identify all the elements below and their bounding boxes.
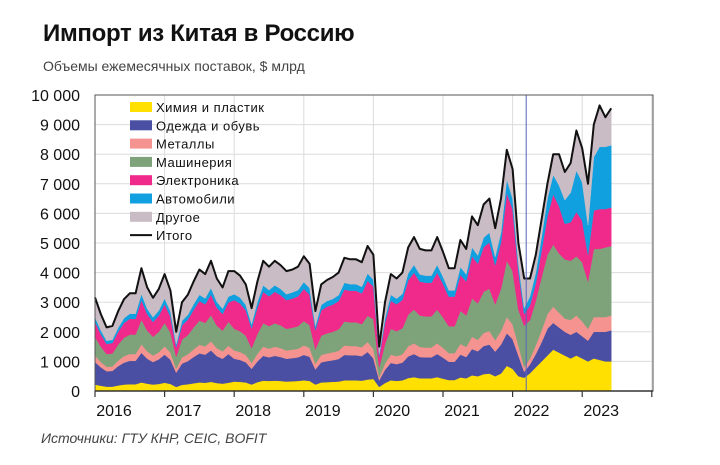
- x-tick-label: 2023: [583, 403, 619, 420]
- legend-label: Электроника: [156, 173, 239, 188]
- y-tick-label: 9 000: [40, 118, 80, 135]
- x-tick-label: 2020: [375, 403, 411, 420]
- legend-label: Автомобили: [156, 192, 235, 207]
- legend-label: Машинерия: [156, 155, 232, 170]
- y-tick-label: 8 000: [40, 147, 80, 164]
- y-tick-label: 0: [71, 384, 80, 401]
- legend-label: Одежда и обувь: [156, 118, 260, 133]
- legend-label: Другое: [156, 210, 200, 225]
- y-tick-label: 2 000: [40, 325, 80, 342]
- legend-swatch-6: [130, 211, 152, 222]
- x-tick-label: 2022: [514, 403, 550, 420]
- legend-label: Металлы: [156, 137, 215, 152]
- axes: 0 1 000 2 000 3 000 4 000 5 000 6 000 7 000 8 00…: [31, 88, 654, 420]
- legend: Химия и пластик Одежда и обувь Металлы Маши…: [130, 100, 264, 243]
- total-line: [94, 104, 613, 348]
- source-note: Источники: ГТУ КНР, CEIC, BOFIT: [41, 430, 267, 446]
- chart-subtitle: Объемы ежемесячных поставок, $ млрд: [43, 58, 305, 74]
- legend-swatch-3: [130, 156, 152, 167]
- legend-swatch-1: [130, 120, 152, 131]
- legend-swatch-5: [130, 193, 152, 204]
- y-tick-label: 4 000: [40, 266, 80, 283]
- x-tick-label: 2018: [235, 403, 271, 420]
- legend-swatch-2: [130, 138, 152, 149]
- x-tick-label: 2019: [305, 403, 341, 420]
- y-tick-label: 10 000: [31, 88, 80, 105]
- y-tick-label: 1 000: [40, 354, 80, 371]
- chart-title: Импорт из Китая в Россию: [43, 20, 355, 47]
- y-tick-label: 6 000: [40, 206, 80, 223]
- x-tick-label: 2016: [96, 403, 132, 420]
- y-tick-label: 5 000: [40, 236, 80, 253]
- x-tick-label: 2021: [444, 403, 480, 420]
- y-tick-label: 3 000: [40, 295, 80, 312]
- y-tick-label: 7 000: [40, 177, 80, 194]
- legend-label: Химия и пластик: [156, 100, 264, 115]
- legend-swatch-4: [130, 175, 152, 186]
- legend-swatch-0: [130, 102, 152, 112]
- legend-label: Итого: [156, 228, 193, 243]
- x-tick-label: 2017: [166, 403, 202, 420]
